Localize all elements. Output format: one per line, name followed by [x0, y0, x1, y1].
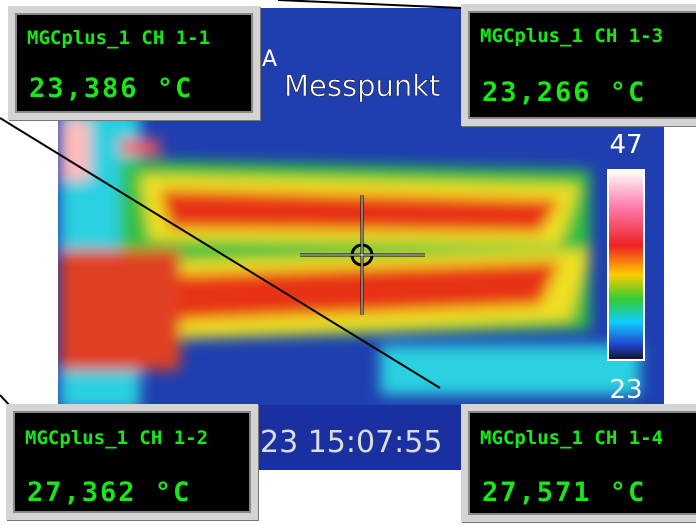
color-scale [608, 170, 644, 360]
corner-mark: A [262, 47, 277, 72]
channel-panel: MGCplus_1 CH 1-2 27,362 °C [6, 404, 258, 520]
channel-panel: MGCplus_1 CH 1-4 27,571 °C [461, 404, 696, 522]
measure-label: Messpunkt [284, 69, 440, 103]
channel-panel: MGCplus_1 CH 1-1 23,386 °C [8, 6, 260, 120]
scale-min: 23 [609, 375, 642, 405]
channel-name: MGCplus_1 CH 1-2 [25, 427, 208, 449]
screen: 47 23 Messpunkt A 23 15:07:55 MGCplus_1 … [0, 0, 696, 525]
channel-reading: 23,266 °C [482, 77, 646, 108]
channel-reading: 23,386 °C [29, 73, 193, 104]
channel-panel: MGCplus_1 CH 1-3 23,266 °C [461, 4, 696, 126]
scale-max: 47 [609, 130, 642, 160]
channel-name: MGCplus_1 CH 1-3 [480, 25, 663, 47]
channel-name: MGCplus_1 CH 1-1 [27, 27, 210, 49]
channel-reading: 27,571 °C [482, 477, 646, 508]
timestamp: 23 15:07:55 [260, 425, 442, 460]
channel-reading: 27,362 °C [27, 477, 191, 508]
channel-name: MGCplus_1 CH 1-4 [480, 427, 663, 449]
